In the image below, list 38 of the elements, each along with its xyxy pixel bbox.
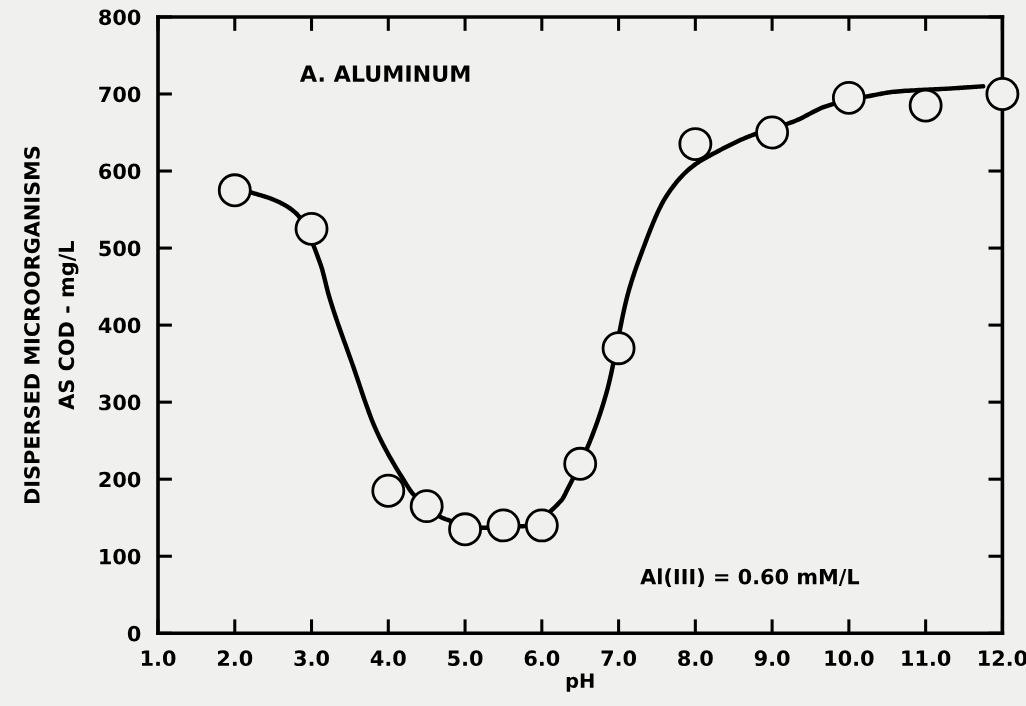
x-tick-label: 3.0 (294, 650, 329, 667)
point (755, 115, 790, 150)
y-axis-title: DISPERSED MICROORGANISMS AS COD - mg/L (24, 146, 79, 504)
point (486, 508, 521, 543)
x-tick-label: 6.0 (524, 650, 560, 667)
point (524, 508, 559, 543)
point (985, 77, 1020, 111)
y-tick-label: 400 (98, 317, 141, 334)
y-tick-label: 600 (99, 163, 141, 180)
x-tick-label: 5.0 (448, 650, 483, 667)
y-tick-label: 100 (100, 548, 141, 565)
y-tick-label: 500 (99, 240, 141, 257)
point (448, 512, 482, 547)
y-tick-label: 800 (99, 9, 141, 26)
point (908, 88, 943, 123)
point (217, 173, 252, 208)
x-tick-label: 7.0 (601, 650, 637, 667)
y-tick-label: 0 (127, 625, 141, 642)
y-tick-label: 200 (99, 471, 141, 488)
annotation: Al(III) = 0.60 mM/L (640, 568, 860, 587)
point (678, 127, 713, 161)
x-tick-label: 8.0 (678, 650, 713, 667)
x-tick-label: 1.0 (141, 650, 176, 667)
x-tick-label: 9.0 (754, 650, 790, 667)
x-tick-label: 10.0 (825, 650, 874, 667)
x-tick-label: 11.0 (902, 650, 951, 667)
text: A. ALUMINUM (299, 65, 470, 82)
x-axis-title: pH (566, 673, 594, 692)
y-tick-label: 300 (99, 394, 141, 411)
y-tick-label: 700 (99, 86, 141, 103)
point (563, 446, 598, 481)
point (601, 331, 636, 366)
x-tick-label: 2.0 (217, 650, 253, 667)
x-tick-label: 4.0 (370, 650, 406, 667)
point (831, 80, 866, 115)
point (371, 473, 406, 508)
point (294, 211, 329, 246)
point (409, 489, 444, 524)
